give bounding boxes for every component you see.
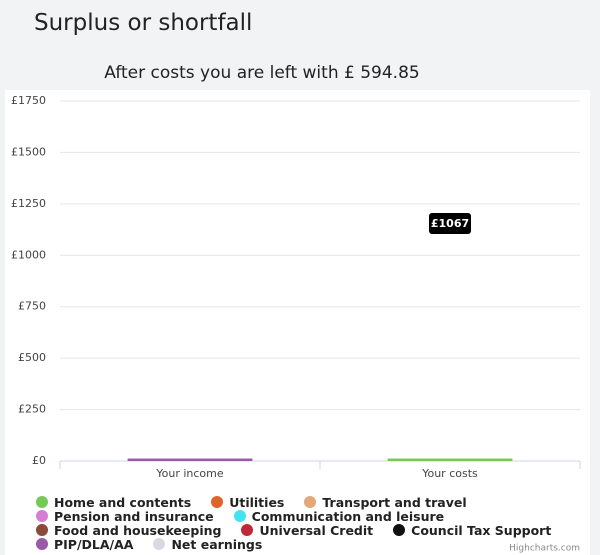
legend-swatch — [241, 524, 254, 536]
legend-swatch — [153, 538, 166, 550]
legend-swatch — [304, 496, 317, 508]
legend-label: Utilities — [229, 495, 285, 510]
legend-label: Universal Credit — [259, 523, 374, 538]
legend-swatch — [393, 524, 406, 536]
legend-swatch — [233, 510, 246, 522]
legend-item[interactable]: Universal Credit — [241, 524, 373, 538]
y-tick-label: £0 — [32, 454, 46, 467]
legend-swatch — [36, 538, 48, 550]
legend-swatch — [36, 510, 48, 522]
y-tick-label: £750 — [18, 300, 46, 313]
legend: Home and contents Utilities Transport and … — [36, 496, 576, 552]
credits: Highcharts.com — [509, 544, 580, 554]
legend-item[interactable]: Transport and travel — [304, 495, 467, 510]
chart-subtitle: After costs you are left with £ 594.85 — [104, 63, 419, 83]
bar-segment — [387, 458, 513, 461]
y-tick-label: £1000 — [11, 248, 46, 261]
legend-item[interactable]: Food and housekeeping — [36, 524, 221, 538]
legend-label: Council Tax Support — [411, 523, 552, 538]
tooltip: £1067 — [429, 213, 471, 234]
tooltip-text: £1067 — [431, 217, 469, 230]
legend-item[interactable]: PIP/DLA/AA — [36, 538, 133, 552]
y-tick-label: £1500 — [11, 145, 46, 158]
legend-label: Pension and insurance — [54, 509, 214, 524]
legend-label: Communication and leisure — [251, 509, 445, 524]
y-tick-label: £1250 — [11, 197, 46, 210]
page-title: Surplus or shortfall — [34, 10, 253, 36]
y-tick-label: £250 — [18, 403, 46, 416]
x-tick-label: Your income — [155, 467, 224, 480]
legend-swatch — [36, 496, 48, 508]
chart-panel — [5, 90, 590, 555]
bar-segment — [127, 458, 253, 461]
legend-label: Net earnings — [171, 537, 263, 552]
legend-label: Transport and travel — [322, 495, 467, 510]
legend-swatch — [211, 496, 224, 508]
y-tick-label: £500 — [18, 351, 46, 364]
legend-label: Food and housekeeping — [54, 523, 222, 538]
tooltip-box — [429, 213, 471, 234]
legend-item[interactable]: Net earnings — [153, 538, 262, 552]
legend-label: PIP/DLA/AA — [54, 537, 134, 552]
legend-item[interactable]: Communication and leisure — [233, 509, 445, 524]
legend-item[interactable]: Utilities — [211, 496, 284, 510]
legend-label: Home and contents — [54, 495, 192, 510]
legend-item[interactable]: Council Tax Support — [393, 524, 551, 538]
legend-swatch — [36, 524, 48, 536]
x-tick-label: Your costs — [421, 467, 478, 480]
y-tick-label: £1750 — [11, 94, 46, 107]
legend-item[interactable]: Pension and insurance — [36, 510, 214, 524]
legend-item[interactable]: Home and contents — [36, 496, 191, 510]
